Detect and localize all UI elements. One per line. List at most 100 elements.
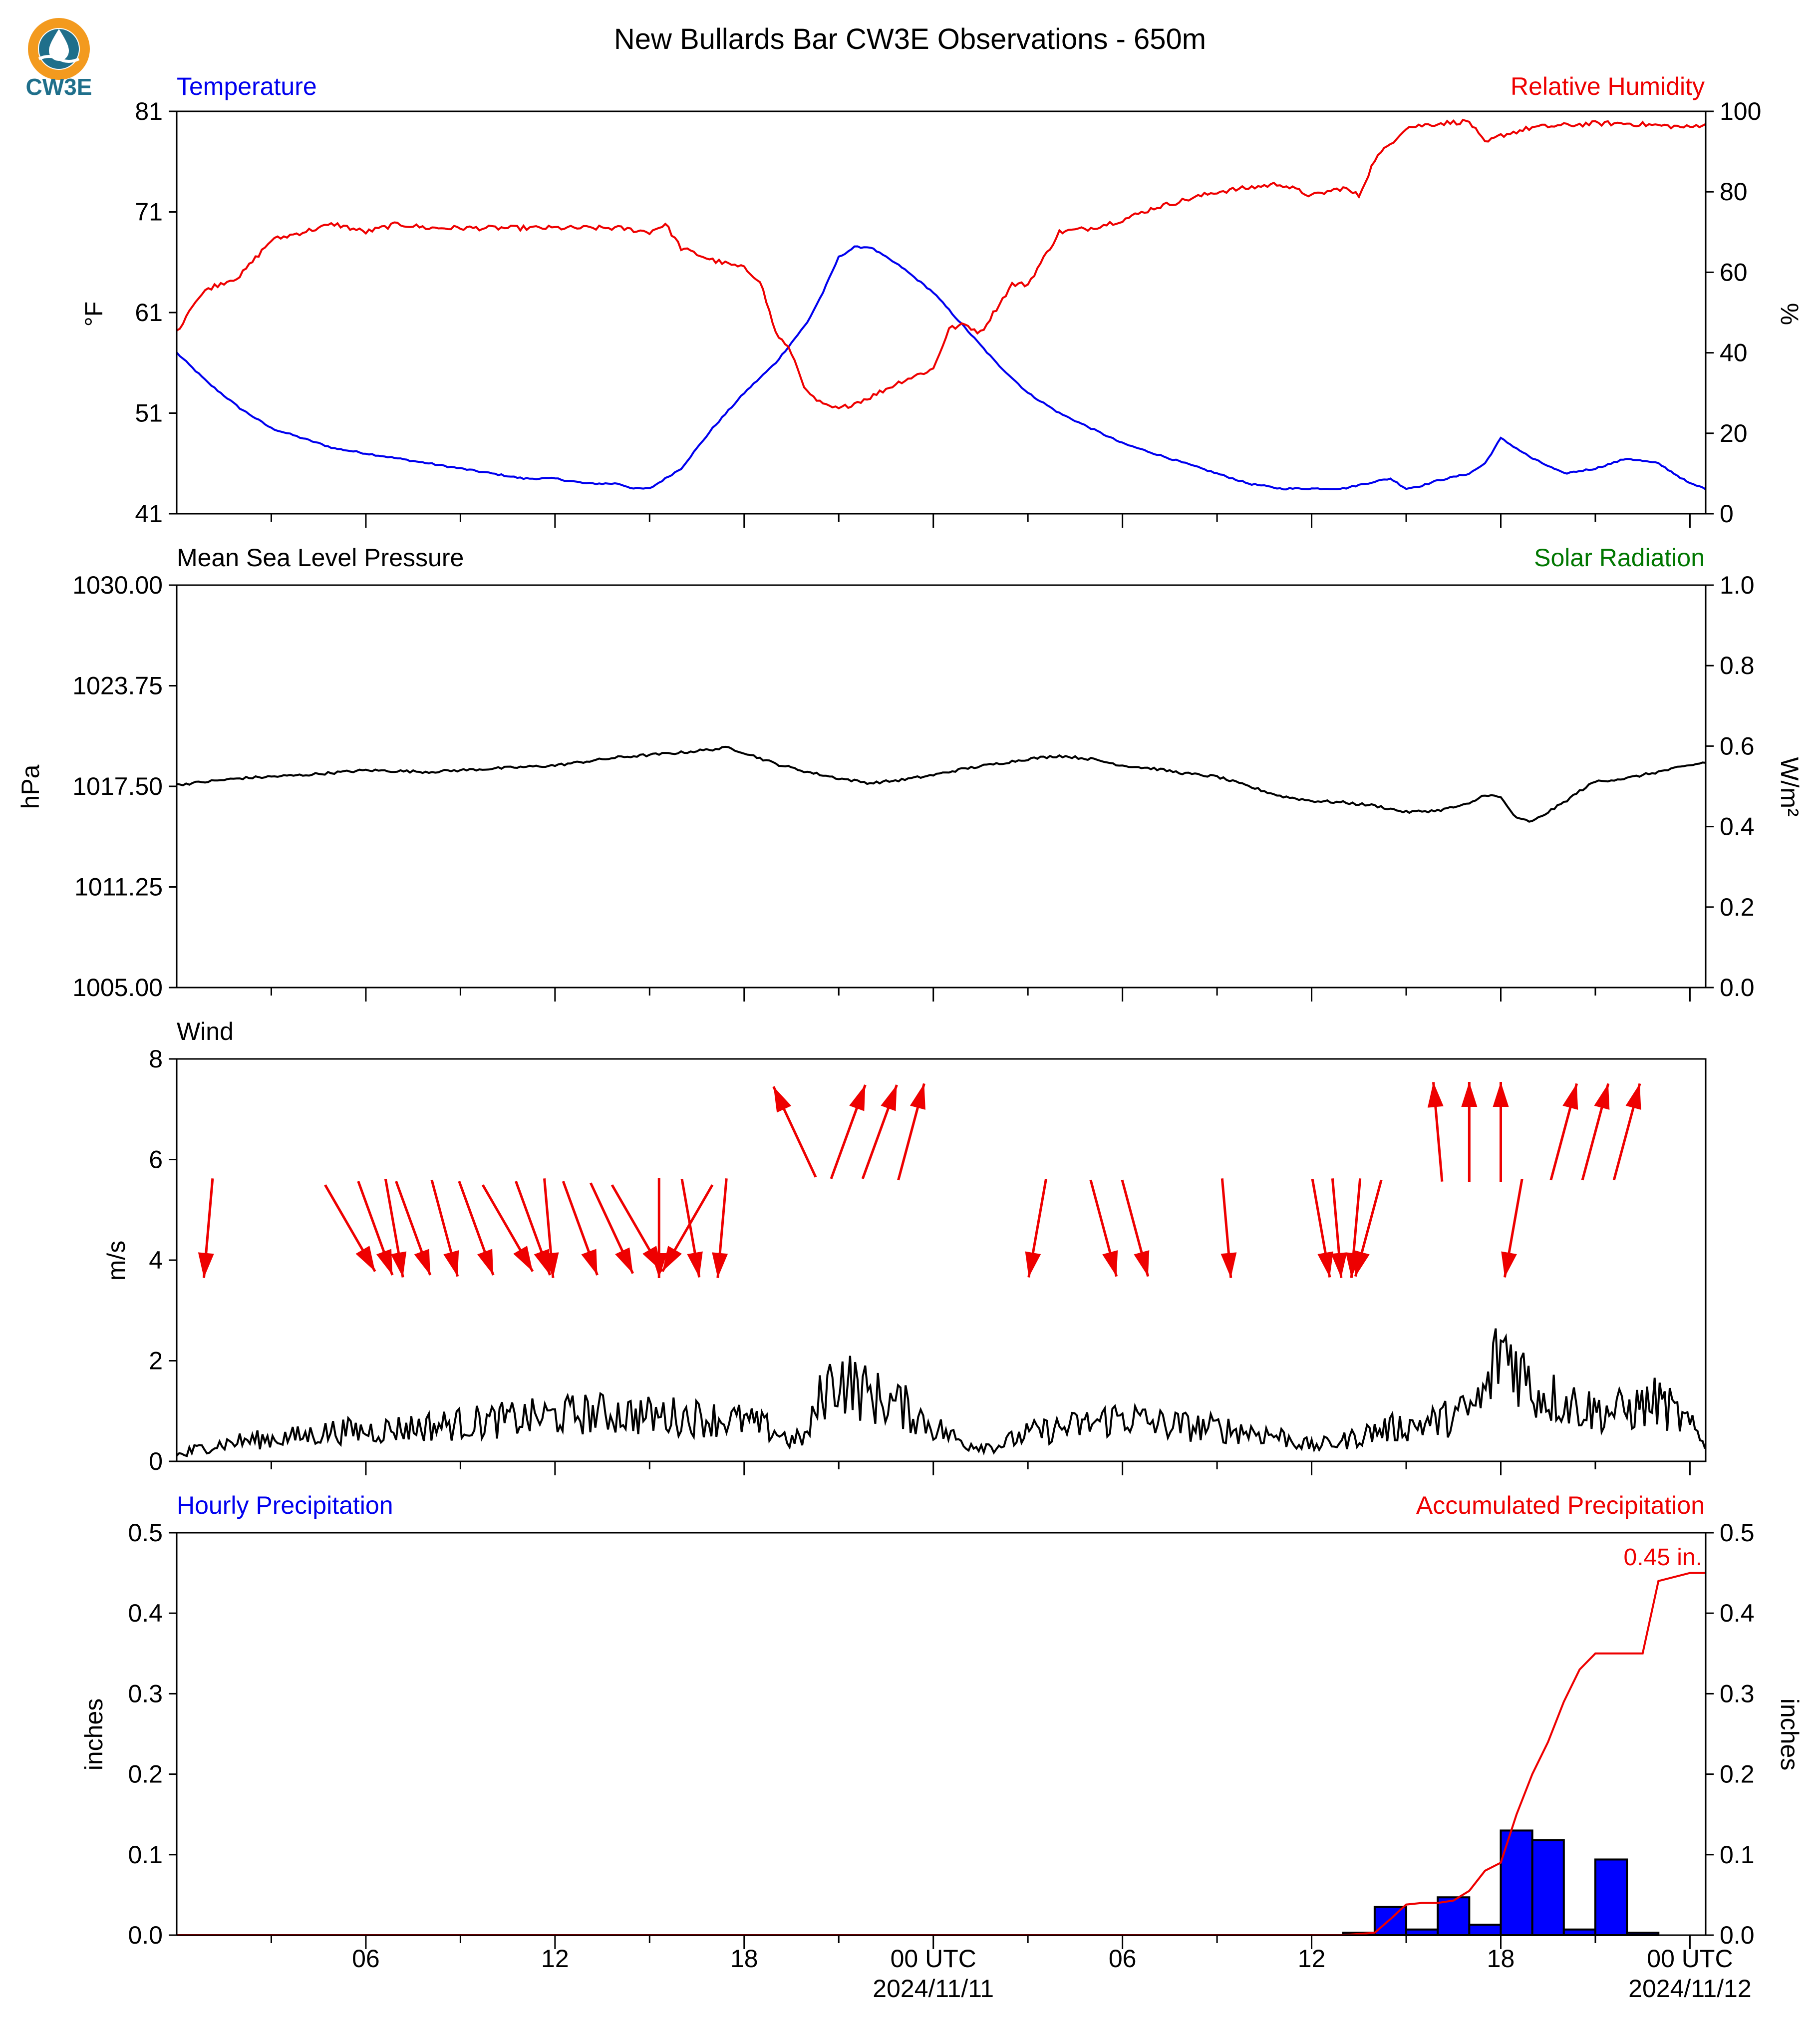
- x-date-label: 2024/11/11: [873, 1975, 994, 2003]
- wind-arrow: [830, 1084, 867, 1179]
- x-tick-label: 12: [541, 1945, 569, 1973]
- y-tick-label: 2: [149, 1347, 163, 1375]
- wind-arrow: [562, 1181, 599, 1276]
- wind-panel: Wind m/s 0 2 4 6 8: [102, 1017, 1707, 1475]
- y-tick-label: 1005.00: [72, 974, 163, 1002]
- temperature-y-ticks: 41 51 61 71 81: [135, 97, 177, 528]
- accumulated-precip-y-ticks: 0.0 0.1 0.2 0.3 0.4 0.5: [1706, 1519, 1755, 1949]
- y-tick-label: 0.6: [1720, 732, 1755, 760]
- y-tick-label: 1017.50: [72, 772, 163, 800]
- wind-x-ticks: [270, 1461, 1691, 1475]
- x-tick-label: 06: [352, 1945, 380, 1973]
- temperature-line: [176, 245, 1707, 491]
- wind-arrow: [1354, 1179, 1383, 1277]
- precipitation-panel: Hourly Precipitation Accumulated Precipi…: [80, 1491, 1804, 1949]
- y-tick-label: 71: [135, 198, 163, 226]
- precip-bar: [1373, 1906, 1408, 1937]
- y-tick-label: 0.5: [128, 1519, 163, 1547]
- x-tick-label: 18: [730, 1945, 758, 1973]
- precip-bar: [1562, 1928, 1596, 1937]
- y-tick-label: 6: [149, 1146, 163, 1174]
- y-tick-label: 0.1: [128, 1841, 163, 1869]
- wind-arrow: [590, 1182, 634, 1274]
- x-tick-label: 12: [1298, 1945, 1326, 1973]
- wind-arrow: [1089, 1179, 1118, 1277]
- wind-arrow: [897, 1083, 925, 1181]
- temperature-humidity-lines: [176, 118, 1707, 491]
- y-tick-label: 0.0: [128, 1921, 163, 1949]
- precip-bar: [1468, 1924, 1502, 1936]
- x-date-label: 2024/11/12: [1628, 1975, 1752, 2003]
- humidity-y-ticks: 0 20 40 60 80 100: [1706, 97, 1761, 528]
- pressure-series: [176, 745, 1706, 823]
- wind-arrow: [458, 1181, 495, 1276]
- y-tick-label: 0: [149, 1447, 163, 1475]
- pressure-unit-label: hPa: [16, 764, 44, 809]
- wind-arrow: [1581, 1083, 1610, 1181]
- humidity-line: [176, 118, 1706, 409]
- wind-arrow: [1220, 1178, 1237, 1278]
- x-tick-label: 00 UTC: [891, 1945, 976, 1973]
- pressure-solar-panel: Mean Sea Level Pressure Solar Radiation …: [16, 544, 1804, 1002]
- y-tick-label: 0.4: [1720, 813, 1755, 841]
- wind-arrow: [1461, 1082, 1478, 1182]
- temperature-panel-frame: [176, 110, 1707, 515]
- wind-y-ticks: 0 2 4 6 8: [149, 1045, 177, 1475]
- y-tick-label: 40: [1720, 339, 1748, 367]
- wind-arrow: [1549, 1083, 1578, 1181]
- accumulated-precip-line: [177, 1572, 1706, 1936]
- chart-title: New Bullards Bar CW3E Observations - 650…: [614, 23, 1206, 55]
- wind-arrow: [1612, 1083, 1641, 1181]
- accumulated-total-label: 0.45 in.: [1624, 1544, 1702, 1571]
- wind-arrow: [430, 1179, 459, 1277]
- accumulated-precip-label: Accumulated Precipitation: [1416, 1491, 1705, 1519]
- y-tick-label: 0.3: [128, 1680, 163, 1707]
- temperature-unit-label: °F: [80, 302, 108, 327]
- y-tick-label: 0.8: [1720, 652, 1755, 679]
- wind-arrow: [481, 1184, 534, 1272]
- x-tick-label: 00 UTC: [1647, 1945, 1733, 1973]
- wind-arrow: [1493, 1082, 1509, 1182]
- wind-unit-label: m/s: [102, 1241, 130, 1281]
- y-tick-label: 60: [1720, 258, 1748, 286]
- y-tick-label: 0.0: [1720, 1921, 1755, 1949]
- y-tick-label: 0.3: [1720, 1680, 1755, 1707]
- pressure-x-ticks: [270, 988, 1691, 1002]
- precip-bar: [1531, 1839, 1565, 1936]
- precip-bar: [1594, 1858, 1628, 1936]
- solar-unit-label: W/m²: [1776, 757, 1804, 816]
- wind-arrow: [712, 1178, 728, 1278]
- y-tick-label: 0.4: [1720, 1599, 1755, 1627]
- y-tick-label: 20: [1720, 419, 1748, 447]
- y-tick-label: 100: [1720, 97, 1761, 125]
- wind-arrow: [1427, 1082, 1444, 1182]
- y-tick-label: 0.0: [1720, 974, 1755, 1002]
- y-tick-label: 81: [135, 97, 163, 125]
- wind-panel-frame: [176, 1058, 1707, 1462]
- temperature-label: Temperature: [177, 72, 317, 100]
- precip-x-ticks: [270, 1935, 1691, 1949]
- x-tick-label: 18: [1487, 1945, 1515, 1973]
- wind-speed-series: [176, 1328, 1706, 1457]
- temperature-humidity-panel: Temperature Relative Humidity °F % 41 51 6…: [80, 72, 1804, 528]
- precip-bar: [1437, 1896, 1471, 1937]
- pressure-panel-frame: [176, 584, 1707, 989]
- wind-arrow: [1311, 1179, 1333, 1278]
- pressure-label: Mean Sea Level Pressure: [177, 544, 464, 572]
- wind-arrow: [1121, 1179, 1150, 1277]
- pressure-line: [176, 745, 1706, 823]
- y-tick-label: 0.4: [128, 1599, 163, 1627]
- wind-label: Wind: [177, 1017, 234, 1045]
- y-tick-label: 80: [1720, 178, 1748, 206]
- x-tick-label: 06: [1109, 1945, 1137, 1973]
- wind-arrow: [198, 1178, 214, 1278]
- wind-direction-arrows: [198, 1082, 1641, 1278]
- hourly-precip-unit-label: inches: [80, 1698, 108, 1771]
- solar-radiation-label: Solar Radiation: [1534, 544, 1705, 572]
- y-tick-label: 61: [135, 299, 163, 327]
- y-tick-label: 0.2: [128, 1760, 163, 1788]
- wind-speed-line: [176, 1328, 1706, 1457]
- hourly-precip-label: Hourly Precipitation: [177, 1491, 393, 1519]
